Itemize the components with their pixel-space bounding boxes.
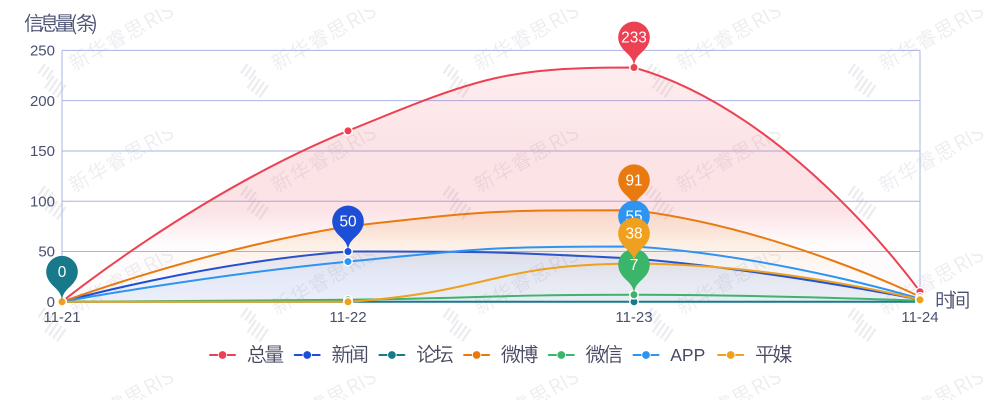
svg-text:250: 250	[30, 43, 55, 60]
svg-text:50: 50	[339, 214, 356, 231]
svg-text:100: 100	[30, 193, 55, 210]
svg-text:11-21: 11-21	[43, 309, 80, 326]
svg-text:91: 91	[625, 172, 642, 189]
svg-text:0: 0	[47, 294, 55, 311]
svg-text:0: 0	[58, 264, 67, 281]
svg-text:11-23: 11-23	[615, 309, 652, 326]
svg-text:7: 7	[630, 257, 639, 274]
svg-text:200: 200	[30, 93, 55, 110]
svg-text:11-24: 11-24	[901, 309, 938, 326]
svg-text:150: 150	[30, 143, 55, 160]
svg-text:233: 233	[621, 30, 647, 47]
svg-text:11-22: 11-22	[329, 309, 366, 326]
svg-text:50: 50	[38, 244, 55, 261]
svg-text:38: 38	[625, 226, 642, 243]
svg-text:APP: APP	[670, 345, 705, 365]
